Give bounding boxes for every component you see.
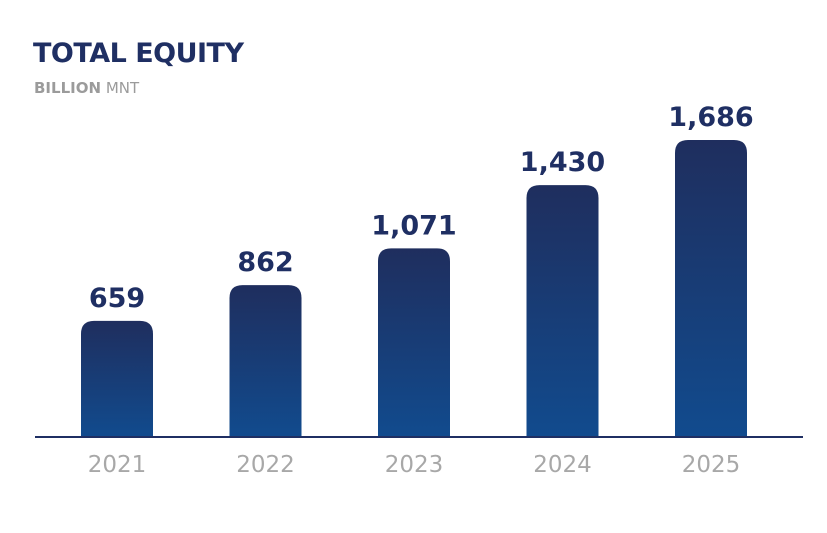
bars-group	[81, 140, 747, 437]
chart-subtitle: BILLION MNT	[34, 79, 139, 97]
chart-title: TOTAL EQUITY	[33, 38, 244, 69]
bar-2023	[378, 248, 450, 437]
value-labels-group: 659 862 1,071 1,430 1,686	[89, 102, 754, 314]
bar-2024	[526, 185, 599, 437]
x-tick-label-2023: 2023	[385, 452, 444, 478]
subtitle-unit-strong: BILLION	[34, 79, 102, 97]
bar-2022	[229, 285, 302, 437]
bar-2021	[81, 320, 153, 437]
value-label-2023: 1,071	[371, 210, 456, 241]
bar-2025	[675, 140, 747, 437]
value-label-2025: 1,686	[668, 102, 753, 133]
value-label-2021: 659	[89, 283, 145, 314]
x-tick-label-2024: 2024	[533, 452, 592, 478]
value-label-2022: 862	[237, 247, 293, 278]
x-tick-label-2022: 2022	[236, 452, 295, 478]
value-label-2024: 1,430	[520, 147, 605, 178]
x-tick-label-2025: 2025	[682, 452, 741, 478]
x-tick-label-2021: 2021	[88, 452, 147, 478]
x-tick-labels-group: 2021 2022 2023 2024 2025	[88, 452, 741, 478]
subtitle-unit-rest: MNT	[105, 79, 140, 97]
